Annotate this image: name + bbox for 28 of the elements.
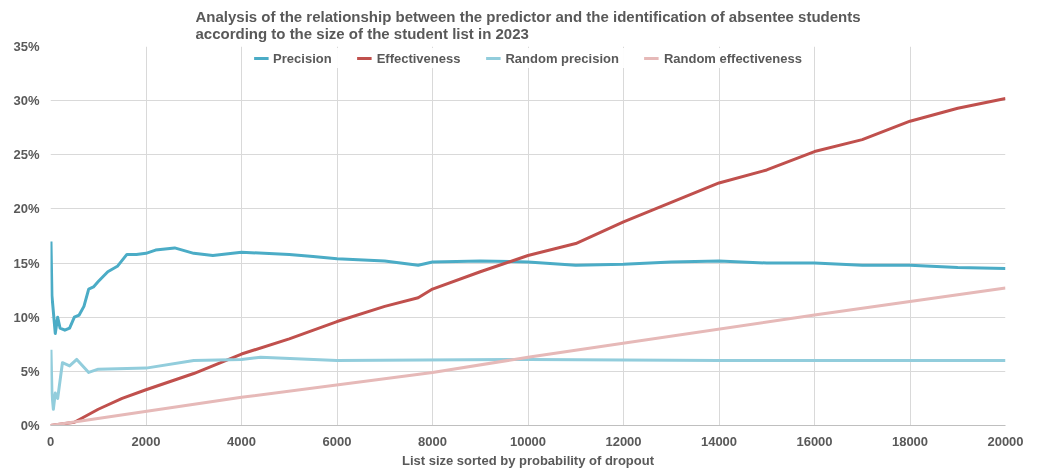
y-tick-label: 15% <box>13 255 40 271</box>
y-tick-label: 35% <box>13 39 40 54</box>
y-tick-label: 20% <box>13 201 40 217</box>
x-tick-label: 4000 <box>227 433 256 449</box>
x-tick-label: 12000 <box>605 433 642 449</box>
x-tick-label: 0 <box>46 433 55 449</box>
x-tick-label: 10000 <box>509 433 547 449</box>
y-tick-label: 5% <box>20 363 40 379</box>
x-tick-label: 2000 <box>131 433 161 449</box>
chart-title: Analysis of the relationship between the predictor and the identification of absentee students according to the size of the student list in 2023 <box>195 7 861 42</box>
line-series <box>50 286 1006 426</box>
y-tick-label: 10% <box>13 309 40 325</box>
line-series <box>50 239 1006 335</box>
y-tick-label: 0% <box>20 418 40 433</box>
legend-label: Random precision <box>505 50 619 66</box>
y-tick-label: 25% <box>13 147 40 163</box>
x-tick-label: 6000 <box>322 433 352 449</box>
x-tick-label: 20000 <box>987 433 1024 449</box>
legend-label: Precision <box>273 50 332 66</box>
legend-label: Random effectiveness <box>663 50 802 66</box>
legend-label: Effectiveness <box>376 50 461 66</box>
y-tick-label: 30% <box>13 93 40 109</box>
x-axis-title: List size sorted by probability of dropout <box>401 452 655 468</box>
x-tick-label: 8000 <box>418 433 447 449</box>
x-tick-label: 16000 <box>796 433 833 449</box>
x-tick-label: 14000 <box>700 433 738 449</box>
x-tick-label: 18000 <box>891 433 929 449</box>
line-series <box>50 348 1006 411</box>
